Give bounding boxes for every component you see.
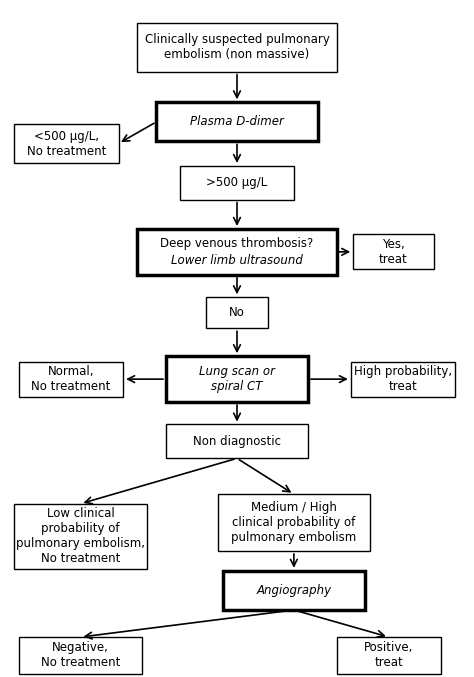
FancyBboxPatch shape [353, 234, 434, 269]
FancyBboxPatch shape [180, 166, 294, 200]
Text: Lower limb ultrasound: Lower limb ultrasound [171, 254, 303, 267]
FancyBboxPatch shape [218, 494, 370, 551]
FancyBboxPatch shape [337, 637, 441, 674]
FancyBboxPatch shape [206, 297, 268, 328]
Text: Non diagnostic: Non diagnostic [193, 435, 281, 448]
Text: Lung scan or
spiral CT: Lung scan or spiral CT [199, 365, 275, 393]
FancyBboxPatch shape [166, 356, 308, 402]
Text: No: No [229, 306, 245, 320]
FancyBboxPatch shape [14, 124, 118, 163]
FancyBboxPatch shape [137, 229, 337, 275]
Text: Low clinical
probability of
pulmonary embolism,
No treatment: Low clinical probability of pulmonary em… [16, 507, 145, 565]
FancyBboxPatch shape [137, 23, 337, 72]
Text: Negative,
No treatment: Negative, No treatment [41, 641, 120, 670]
Text: Clinically suspected pulmonary
embolism (non massive): Clinically suspected pulmonary embolism … [145, 33, 329, 62]
Text: Plasma D-dimer: Plasma D-dimer [190, 115, 284, 129]
FancyBboxPatch shape [223, 571, 365, 610]
Text: >500 μg/L: >500 μg/L [206, 176, 268, 190]
Text: Yes,
treat: Yes, treat [379, 238, 408, 266]
Text: <500 μg/L,
No treatment: <500 μg/L, No treatment [27, 129, 106, 158]
Text: Deep venous thrombosis?: Deep venous thrombosis? [160, 237, 314, 250]
Text: Positive,
treat: Positive, treat [364, 641, 413, 670]
FancyBboxPatch shape [351, 362, 455, 397]
Text: Angiography: Angiography [256, 584, 331, 597]
Text: Medium / High
clinical probability of
pulmonary embolism: Medium / High clinical probability of pu… [231, 501, 356, 544]
FancyBboxPatch shape [19, 362, 123, 397]
Text: High probability,
treat: High probability, treat [354, 365, 452, 393]
FancyBboxPatch shape [14, 504, 147, 569]
FancyBboxPatch shape [166, 424, 308, 458]
FancyBboxPatch shape [19, 637, 142, 674]
FancyBboxPatch shape [156, 102, 318, 141]
Text: Normal,
No treatment: Normal, No treatment [31, 365, 111, 393]
